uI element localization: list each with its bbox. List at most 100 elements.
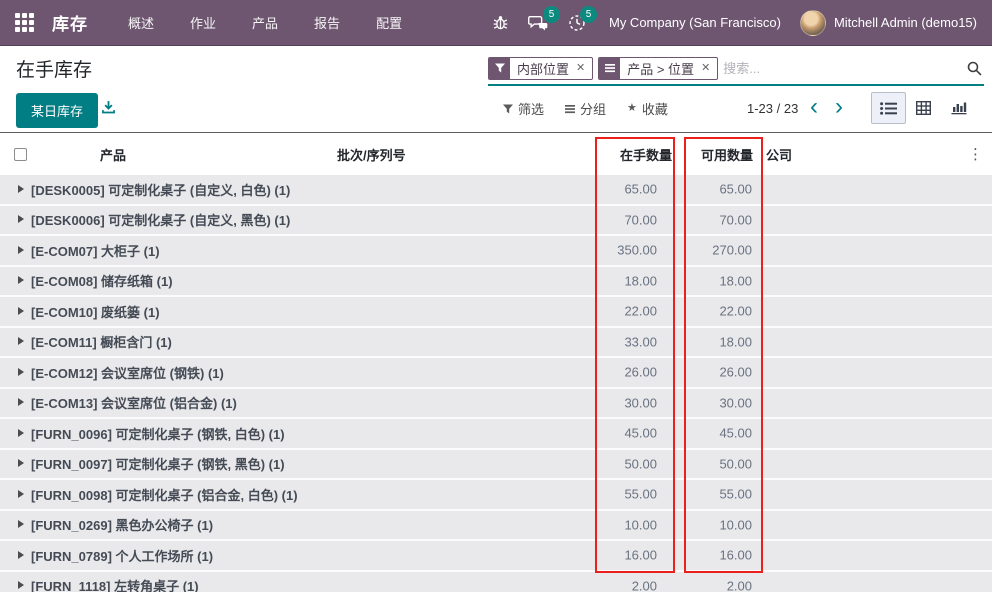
expand-caret-icon[interactable] <box>18 215 24 224</box>
expand-caret-icon[interactable] <box>18 398 24 407</box>
app-name[interactable]: 库存 <box>52 15 88 34</box>
star-icon: ★ <box>627 102 637 114</box>
column-header-company[interactable]: 公司 <box>766 147 793 163</box>
app-menu: 概述 作业 产品 报告 配置 <box>128 13 402 32</box>
expand-caret-icon[interactable] <box>18 337 24 346</box>
row-available-qty: 22.00 <box>719 303 752 319</box>
row-on-hand-qty: 55.00 <box>624 486 657 502</box>
messages-icon[interactable]: 5 <box>528 6 560 31</box>
company-switcher[interactable]: My Company (San Francisco) <box>608 15 781 30</box>
row-available-qty: 10.00 <box>719 517 752 533</box>
menu-item-operations[interactable]: 作业 <box>190 16 217 31</box>
expand-caret-icon[interactable] <box>18 245 24 254</box>
search-input[interactable] <box>723 60 962 76</box>
row-on-hand-qty: 45.00 <box>624 425 657 441</box>
expand-caret-icon[interactable] <box>18 184 24 193</box>
row-product: [E-COM12] 会议室席位 (钢铁) (1) <box>31 365 224 381</box>
apps-menu-icon[interactable] <box>15 12 35 33</box>
column-header-on-hand[interactable]: 在手数量 <box>619 147 672 163</box>
row-available-qty: 270.00 <box>712 242 752 258</box>
table-row[interactable]: [DESK0006] 可定制化桌子 (自定义, 黑色) (1) 70.00 70… <box>0 205 992 236</box>
row-available-qty: 55.00 <box>719 486 752 502</box>
search-icon[interactable] <box>967 61 982 76</box>
expand-caret-icon[interactable] <box>18 428 24 437</box>
export-download-icon[interactable] <box>101 100 116 115</box>
expand-caret-icon[interactable] <box>18 581 24 590</box>
search-facet-groupby: 产品 > 位置 ✕ <box>598 56 719 80</box>
row-on-hand-qty: 33.00 <box>624 334 657 350</box>
expand-caret-icon[interactable] <box>18 520 24 529</box>
pager-next-icon[interactable]: › <box>835 93 843 120</box>
expand-caret-icon[interactable] <box>18 550 24 559</box>
row-on-hand-qty: 50.00 <box>624 456 657 472</box>
row-on-hand-qty: 16.00 <box>624 547 657 563</box>
expand-caret-icon[interactable] <box>18 276 24 285</box>
group-by-button[interactable]: 分组 <box>565 99 606 118</box>
table-row[interactable]: [FURN_0097] 可定制化桌子 (钢铁, 黑色) (1) 50.00 50… <box>0 449 992 480</box>
facet-remove-icon[interactable]: ✕ <box>576 61 586 74</box>
user-name: Mitchell Admin (demo15) <box>833 15 977 30</box>
menu-item-reporting[interactable]: 报告 <box>314 16 341 31</box>
favorites-button[interactable]: ★ 收藏 <box>627 102 668 117</box>
menu-item-configuration[interactable]: 配置 <box>376 16 403 31</box>
column-header-product[interactable]: 产品 <box>100 147 127 163</box>
table-body: [DESK0005] 可定制化桌子 (自定义, 白色) (1) 65.00 65… <box>0 175 992 592</box>
menu-item-overview[interactable]: 概述 <box>128 16 155 31</box>
table-row[interactable]: [E-COM08] 储存纸箱 (1) 18.00 18.00 <box>0 266 992 297</box>
search-facet-filter: 内部位置 ✕ <box>488 56 594 80</box>
view-switcher <box>871 92 976 124</box>
row-on-hand-qty: 10.00 <box>624 517 657 533</box>
pivot-view-button[interactable] <box>906 92 941 124</box>
search-options: 筛选 分组 ★ 收藏 <box>503 87 668 130</box>
table-row[interactable]: [E-COM11] 橱柜含门 (1) 33.00 18.00 <box>0 327 992 358</box>
row-on-hand-qty: 22.00 <box>624 303 657 319</box>
row-product: [FURN_1118] 左转角桌子 (1) <box>31 579 199 592</box>
row-product: [FURN_0097] 可定制化桌子 (钢铁, 黑色) (1) <box>31 457 285 473</box>
row-available-qty: 26.00 <box>719 364 752 380</box>
table-row[interactable]: [E-COM13] 会议室席位 (铝合金) (1) 30.00 30.00 <box>0 388 992 419</box>
menu-item-products[interactable]: 产品 <box>252 16 279 31</box>
row-product: [E-COM13] 会议室席位 (铝合金) (1) <box>31 396 237 412</box>
graph-view-button[interactable] <box>941 92 976 124</box>
row-on-hand-qty: 70.00 <box>624 212 657 228</box>
optional-columns-icon[interactable]: ⋮ <box>968 146 983 163</box>
table-row[interactable]: [FURN_0789] 个人工作场所 (1) 16.00 16.00 <box>0 541 992 572</box>
select-all-checkbox[interactable] <box>14 147 27 161</box>
search-bar[interactable]: 内部位置 ✕ 产品 > 位置 ✕ <box>488 55 984 86</box>
inventory-at-date-button[interactable]: 某日库存 <box>16 93 99 128</box>
facet-remove-icon[interactable]: ✕ <box>701 61 711 74</box>
table-row[interactable]: [E-COM12] 会议室席位 (钢铁) (1) 26.00 26.00 <box>0 358 992 389</box>
table-row[interactable]: [E-COM10] 废纸篓 (1) 22.00 22.00 <box>0 297 992 328</box>
table-row[interactable]: [FURN_0269] 黑色办公椅子 (1) 10.00 10.00 <box>0 510 992 541</box>
inventory-list: 产品 批次/序列号 在手数量 可用数量 公司 ⋮ [DESK0005] 可定制化… <box>0 132 992 592</box>
row-product: [E-COM11] 橱柜含门 (1) <box>31 335 172 351</box>
list-view-button[interactable] <box>871 92 906 124</box>
debug-bug-icon[interactable] <box>492 14 509 31</box>
control-panel-top: 在手库存 内部位置 ✕ 产品 > 位置 ✕ <box>0 46 992 87</box>
row-on-hand-qty: 350.00 <box>617 242 657 258</box>
expand-caret-icon[interactable] <box>18 306 24 315</box>
user-menu[interactable]: Mitchell Admin (demo15) <box>799 9 977 36</box>
row-available-qty: 30.00 <box>719 395 752 411</box>
row-product: [FURN_0269] 黑色办公椅子 (1) <box>31 518 214 534</box>
table-row[interactable]: [FURN_0098] 可定制化桌子 (铝合金, 白色) (1) 55.00 5… <box>0 480 992 511</box>
table-header: 产品 批次/序列号 在手数量 可用数量 公司 ⋮ <box>0 132 992 175</box>
table-row[interactable]: [E-COM07] 大柜子 (1) 350.00 270.00 <box>0 236 992 267</box>
table-row[interactable]: [FURN_0096] 可定制化桌子 (钢铁, 白色) (1) 45.00 45… <box>0 419 992 450</box>
activities-clock-icon[interactable]: 5 <box>568 5 597 32</box>
column-header-lot-serial[interactable]: 批次/序列号 <box>337 147 406 163</box>
expand-caret-icon[interactable] <box>18 459 24 468</box>
table-row[interactable]: [FURN_1118] 左转角桌子 (1) 2.00 2.00 <box>0 571 992 592</box>
row-on-hand-qty: 65.00 <box>624 181 657 197</box>
row-on-hand-qty: 30.00 <box>624 395 657 411</box>
row-product: [E-COM08] 储存纸箱 (1) <box>31 274 173 290</box>
filter-icon <box>489 57 510 79</box>
pager-prev-icon[interactable]: ‹ <box>810 93 818 120</box>
column-header-available[interactable]: 可用数量 <box>700 147 753 163</box>
row-product: [DESK0005] 可定制化桌子 (自定义, 白色) (1) <box>31 182 291 198</box>
row-product: [E-COM10] 废纸篓 (1) <box>31 304 160 320</box>
filters-button[interactable]: 筛选 <box>503 99 544 118</box>
expand-caret-icon[interactable] <box>18 367 24 376</box>
table-row[interactable]: [DESK0005] 可定制化桌子 (自定义, 白色) (1) 65.00 65… <box>0 175 992 206</box>
expand-caret-icon[interactable] <box>18 489 24 498</box>
